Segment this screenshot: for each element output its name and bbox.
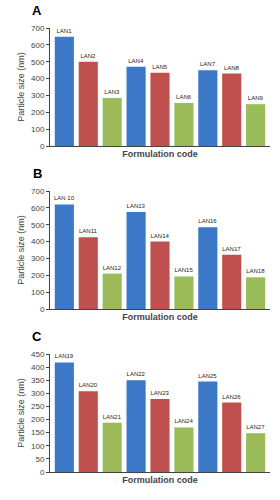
svg-text:200: 200 bbox=[31, 415, 45, 424]
svg-text:LAN20: LAN20 bbox=[79, 382, 98, 388]
svg-text:LAN19: LAN19 bbox=[55, 353, 74, 359]
svg-text:LAN18: LAN18 bbox=[246, 268, 265, 274]
svg-text:Formulation code: Formulation code bbox=[122, 149, 198, 159]
svg-text:500: 500 bbox=[31, 58, 45, 67]
svg-text:LAN3: LAN3 bbox=[104, 89, 120, 95]
svg-text:450: 450 bbox=[31, 350, 45, 359]
svg-text:LAN27: LAN27 bbox=[246, 424, 265, 430]
svg-text:LAN11: LAN11 bbox=[79, 228, 98, 234]
svg-text:0: 0 bbox=[40, 305, 45, 314]
svg-text:LAN13: LAN13 bbox=[127, 203, 146, 209]
svg-text:300: 300 bbox=[31, 91, 45, 100]
svg-text:600: 600 bbox=[31, 41, 45, 50]
svg-text:350: 350 bbox=[31, 376, 45, 385]
svg-text:700: 700 bbox=[31, 187, 45, 196]
svg-text:200: 200 bbox=[31, 271, 45, 280]
svg-text:LAN24: LAN24 bbox=[174, 418, 193, 424]
svg-text:700: 700 bbox=[31, 24, 45, 33]
svg-text:400: 400 bbox=[31, 363, 45, 372]
svg-text:LAN9: LAN9 bbox=[248, 95, 264, 101]
svg-text:300: 300 bbox=[31, 254, 45, 263]
svg-text:150: 150 bbox=[31, 428, 45, 437]
svg-text:Particle size (nm): Particle size (nm) bbox=[16, 215, 26, 285]
svg-text:LAN6: LAN6 bbox=[176, 94, 192, 100]
svg-text:LAN25: LAN25 bbox=[198, 373, 217, 379]
svg-text:LAN2: LAN2 bbox=[80, 53, 96, 59]
svg-text:A: A bbox=[32, 3, 42, 18]
svg-text:LAN21: LAN21 bbox=[103, 414, 122, 420]
svg-text:200: 200 bbox=[31, 108, 45, 117]
svg-text:0: 0 bbox=[40, 468, 45, 477]
svg-text:50: 50 bbox=[35, 455, 44, 464]
svg-text:250: 250 bbox=[31, 402, 45, 411]
svg-text:LAN26: LAN26 bbox=[222, 394, 241, 400]
svg-text:LAN12: LAN12 bbox=[103, 265, 122, 271]
svg-text:LAN16: LAN16 bbox=[198, 218, 217, 224]
svg-text:Formulation code: Formulation code bbox=[122, 475, 198, 485]
svg-text:LAN5: LAN5 bbox=[152, 64, 168, 70]
svg-text:400: 400 bbox=[31, 237, 45, 246]
svg-text:Particle size (nm): Particle size (nm) bbox=[16, 52, 26, 122]
svg-text:Particle size (nm): Particle size (nm) bbox=[16, 378, 26, 448]
svg-text:500: 500 bbox=[31, 221, 45, 230]
svg-text:B: B bbox=[33, 166, 42, 181]
svg-text:400: 400 bbox=[31, 74, 45, 83]
svg-text:LAN23: LAN23 bbox=[150, 390, 169, 396]
svg-text:LAN4: LAN4 bbox=[128, 58, 144, 64]
svg-text:LAN22: LAN22 bbox=[127, 371, 146, 377]
svg-text:100: 100 bbox=[31, 125, 45, 134]
svg-text:LAN7: LAN7 bbox=[200, 61, 216, 67]
svg-text:LAN 10: LAN 10 bbox=[54, 195, 75, 201]
svg-text:LAN14: LAN14 bbox=[150, 233, 169, 239]
svg-text:100: 100 bbox=[31, 288, 45, 297]
svg-text:LAN1: LAN1 bbox=[57, 28, 73, 34]
svg-text:600: 600 bbox=[31, 204, 45, 213]
svg-text:Formulation code: Formulation code bbox=[122, 312, 198, 322]
svg-text:100: 100 bbox=[31, 442, 45, 451]
svg-text:LAN15: LAN15 bbox=[174, 267, 193, 273]
svg-text:0: 0 bbox=[40, 142, 45, 151]
svg-text:C: C bbox=[32, 329, 42, 344]
svg-text:LAN17: LAN17 bbox=[222, 246, 241, 252]
svg-text:300: 300 bbox=[31, 389, 45, 398]
svg-text:LAN8: LAN8 bbox=[224, 65, 240, 71]
